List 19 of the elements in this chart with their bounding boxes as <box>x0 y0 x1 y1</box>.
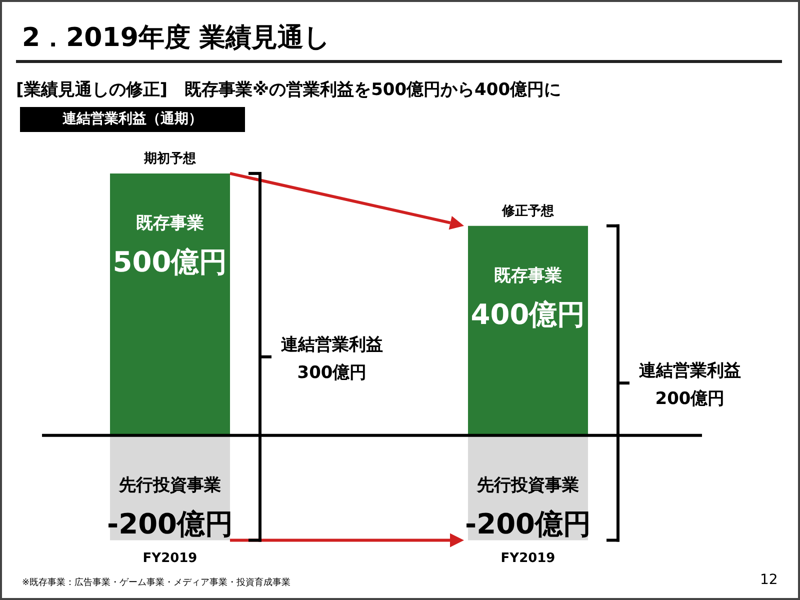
data-label: -200億円 <box>464 507 592 540</box>
x-tick-label: FY2019 <box>142 551 198 566</box>
text: 期初予想 <box>143 150 198 166</box>
text: 連結営業利益（通期） <box>20 107 245 132</box>
x-tick-label: FY2019 <box>500 551 556 566</box>
chart-title: 2．2019年度 業績見通し <box>22 22 331 55</box>
chart-subtitle: [業績見通しの修正] 既存事業※の営業利益を500億円から400億円に <box>16 79 562 101</box>
text: ※既存事業：広告事業・ゲーム事業・メディア事業・投資育成事業 <box>22 576 291 589</box>
data-label: 400億円 <box>470 298 586 331</box>
data-label: 500億円 <box>112 245 228 278</box>
text: 先行投資事業 <box>477 475 579 496</box>
text: 12 <box>760 572 778 588</box>
annotation: 連結営業利益 300億円 <box>281 334 383 383</box>
text: 既存事業 <box>494 266 562 286</box>
series-label: 先行投資事業 <box>118 475 222 496</box>
annotation: 修正予想 <box>501 202 555 219</box>
data-label: -200億円 <box>106 507 234 540</box>
series-label: 既存事業 <box>136 213 204 234</box>
annotation: 連結営業利益 200億円 <box>638 361 741 410</box>
